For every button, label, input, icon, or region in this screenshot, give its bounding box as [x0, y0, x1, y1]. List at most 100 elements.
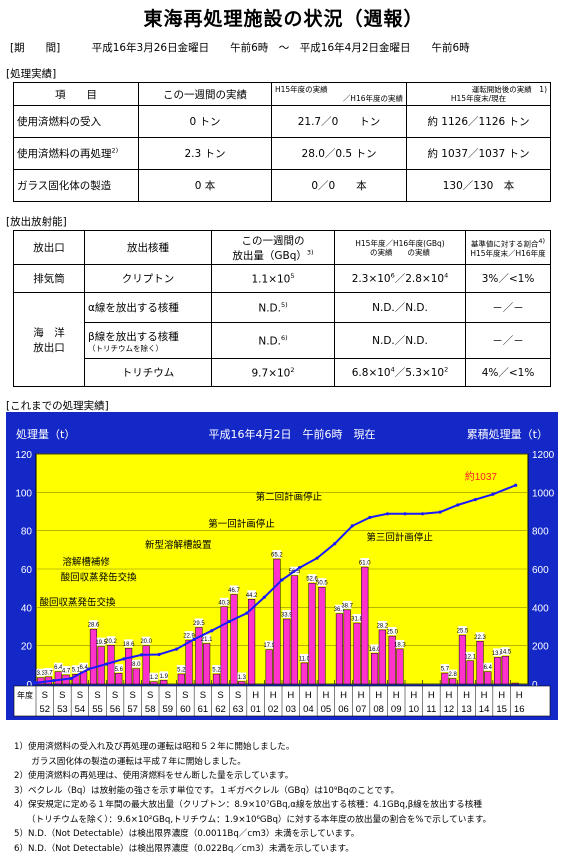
row-week-exp: 2 — [290, 365, 295, 374]
x-tick-year: 52 — [39, 704, 50, 715]
bar — [132, 668, 140, 685]
bar — [466, 660, 474, 685]
row-week: N.D.5) — [211, 292, 335, 323]
row-year-base: 2.3×10 — [351, 273, 391, 285]
cumulative-point — [157, 652, 161, 657]
bar-label-bg — [194, 618, 204, 627]
x-tick-year: 53 — [57, 704, 68, 715]
row-nuclide-main: β線を放出する核種 — [88, 330, 179, 343]
footnote: 5）N.D.（Not Detectable）は検出限界濃度（0.0011Bq／c… — [14, 829, 360, 839]
x-tick-year: 59 — [162, 704, 173, 715]
release-point-sea: 海 洋 放出口 — [13, 292, 85, 387]
bar — [265, 649, 273, 685]
bar-label-bg — [307, 574, 317, 583]
release-point-sea-a: 海 洋 — [33, 326, 65, 339]
section-history: [これまでの処理実績] — [6, 400, 109, 412]
bar-label: 50.5 — [316, 581, 328, 587]
bar-label: 17.9 — [263, 643, 275, 649]
bar — [220, 606, 228, 685]
bar-label-bg — [61, 665, 71, 674]
x-tick-year: 55 — [92, 704, 103, 715]
x-tick-era: H — [305, 690, 312, 701]
cumulative-point — [174, 647, 179, 651]
row-year-exp2: 4 — [444, 271, 449, 280]
bar-label: 3.7 — [44, 670, 53, 676]
row-ratio: －／－ — [465, 292, 551, 323]
x-tick-year: 54 — [75, 704, 86, 715]
table-row: 排気筒 クリプトン 1.1×105 2.3×106／2.8×104 3%／<1% — [13, 264, 551, 293]
bar — [371, 653, 379, 685]
x-tick-era: S — [165, 690, 171, 701]
bar-label: 29.5 — [193, 621, 205, 627]
header-year-c: の実績 — [370, 247, 393, 257]
bar-label: 5.6 — [115, 667, 124, 673]
cumulative-point — [139, 653, 144, 657]
bar — [335, 613, 344, 685]
x-tick-year: 09 — [391, 704, 402, 715]
history-chart-svg: 020406080100120020040060080010001200処理量（… — [6, 412, 558, 720]
release-table: 放出口 放出核種 この一週間の 放出量（GBq）3) H15年度／H16年度(G… — [13, 230, 551, 387]
cumulative-point — [473, 498, 477, 502]
x-tick-era: S — [77, 690, 83, 701]
right-tick-label: 1000 — [532, 488, 555, 499]
bar — [511, 682, 519, 685]
x-tick-era: H — [481, 690, 488, 701]
bar-label: 13.9 — [492, 651, 504, 657]
row-year: 21.7／0 トン — [271, 105, 407, 138]
bar — [248, 599, 256, 685]
x-tick-era: H — [270, 690, 277, 701]
bar-label-bg — [282, 610, 292, 619]
bar-label: 5.1 — [72, 668, 81, 674]
bar — [273, 558, 281, 685]
x-tick-year: 15 — [496, 704, 507, 715]
cumulative-point — [51, 678, 56, 683]
row-year-exp1: 4 — [390, 365, 395, 374]
bar-label-bg — [106, 636, 116, 645]
cumulative-line — [35, 484, 517, 684]
bar — [484, 671, 492, 685]
cumulative-point — [34, 681, 38, 685]
row-nuclide: α線を放出する核種 — [84, 292, 212, 323]
header-year-a: H15年度 — [355, 238, 386, 248]
bar-label-bg — [141, 636, 151, 645]
bar-label: 46.7 — [228, 588, 240, 594]
cumulative-point — [514, 483, 518, 487]
left-tick-label: 120 — [15, 450, 32, 461]
right-axis-title: 累積処理量（t） — [467, 427, 548, 441]
header-year: H15年度の実績 ／H16年度の実績 — [271, 82, 407, 106]
bar-label-bg — [114, 664, 124, 673]
x-tick-era: H — [463, 690, 470, 701]
bar-label-bg — [440, 664, 450, 673]
bar-label: 5.7 — [441, 667, 450, 673]
bar-label-bg — [53, 662, 63, 671]
header-ratio-a: 基準値に対する割合4) — [469, 237, 547, 249]
history-chart: 0 20 40 60 80 100 120 0 200 400 600 800 1000 1200 処理量（… — [6, 412, 558, 720]
bar-label: 19.5 — [95, 640, 107, 646]
table-row: 海 洋 放出口 α線を放出する核種 N.D.5) N.D.／N.D. －／－ — [13, 292, 551, 387]
header-ratio-b: H15年度末／H16年度 — [470, 248, 546, 258]
cumulative-point — [403, 512, 407, 516]
bar-label: 6.4 — [54, 665, 63, 671]
cumulative-point — [69, 676, 73, 681]
row-ratio: 3%／<1% — [465, 264, 551, 293]
right-tick-label: 0 — [532, 680, 538, 691]
header-year-line2: の実績 の実績 — [338, 248, 462, 257]
x-tick-era: S — [217, 690, 223, 701]
bar-label-bg — [247, 590, 256, 599]
bar-label: 65.2 — [271, 553, 283, 559]
header-ratio: 基準値に対する割合4) H15年度末／H16年度 — [465, 230, 551, 265]
table-row: 使用済燃料の受入 0 トン 21.7／0 トン 約 1126／1126 トン — [13, 105, 551, 138]
bar-label: 8.0 — [132, 662, 141, 668]
section-release: [放出放射能] — [6, 216, 67, 228]
cumulative-point — [333, 542, 337, 546]
bar-label-bg — [237, 672, 247, 681]
bar — [501, 655, 509, 685]
header-year: H15年度／H16年度(GBq) の実績 の実績 — [334, 230, 466, 265]
row-year: 2.3×106／2.8×104 — [334, 264, 466, 293]
x-tick-year: 63 — [233, 704, 244, 715]
x-tick-era: H — [516, 690, 523, 701]
bar-label: 52.6 — [306, 577, 318, 583]
x-tick-era: H — [410, 690, 417, 701]
bar — [396, 648, 404, 685]
bar — [290, 575, 299, 685]
